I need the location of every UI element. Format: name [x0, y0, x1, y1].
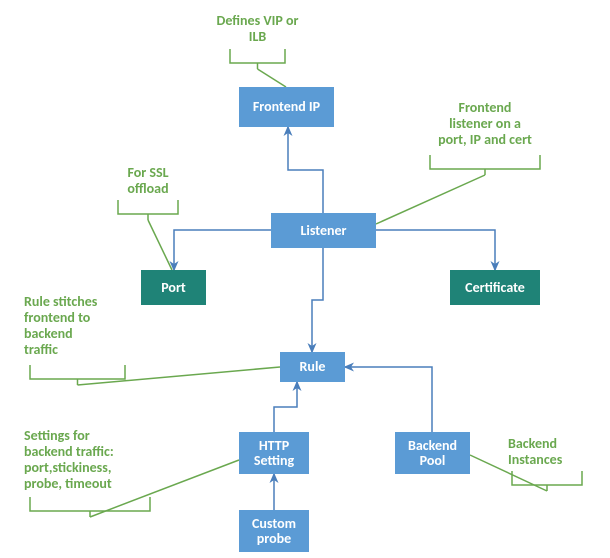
node-backend-pool: Backend Pool [395, 432, 470, 474]
annot-rule: Rule stitches frontend to backend traffi… [24, 294, 134, 358]
annot-text: Frontend listener on a port, IP and cert [438, 99, 532, 148]
edge [376, 230, 495, 270]
annot-port: For SSL offload [108, 165, 188, 197]
bracket-tail [148, 220, 172, 270]
node-port: Port [141, 270, 206, 305]
annot-text: Backend Instances [508, 435, 562, 468]
node-label: Frontend IP [253, 99, 320, 114]
node-custom-probe: Custom probe [239, 510, 309, 552]
edge [345, 367, 432, 432]
node-label: Backend Pool [408, 438, 457, 469]
diagram-stage: Frontend IP Listener Port Certificate Ru… [0, 0, 610, 558]
edge [288, 127, 323, 213]
bracket [118, 200, 178, 220]
bracket [30, 497, 150, 517]
annot-text: For SSL offload [127, 164, 168, 197]
node-rule: Rule [280, 352, 345, 382]
node-label: Listener [300, 223, 346, 238]
node-certificate: Certificate [450, 270, 540, 305]
annot-text: Rule stitches frontend to backend traffi… [24, 293, 97, 358]
bracket [430, 155, 540, 175]
bracket-tail [78, 367, 281, 385]
annot-text: Settings for backend traffic: port,stick… [24, 427, 114, 492]
bracket [30, 365, 125, 385]
annot-frontend-ip: Defines VIP or ILB [195, 13, 320, 45]
edge [312, 248, 323, 352]
bracket-tail [258, 69, 287, 87]
node-http-setting: HTTP Setting [239, 432, 309, 474]
bracket [512, 471, 582, 491]
node-label: Port [161, 280, 186, 295]
annot-backend-pool: Backend Instances [508, 436, 598, 468]
annot-http: Settings for backend traffic: port,stick… [24, 428, 154, 492]
node-label: Certificate [465, 280, 525, 295]
bracket [230, 49, 285, 69]
node-listener: Listener [271, 213, 376, 248]
edge [174, 230, 271, 270]
bracket-tail [376, 175, 485, 224]
annot-listener: Frontend listener on a port, IP and cert [420, 100, 550, 148]
node-label: Rule [300, 359, 326, 374]
edge [274, 382, 297, 432]
annot-text: Defines VIP or ILB [217, 12, 299, 45]
node-label: Custom probe [252, 516, 296, 547]
node-label: HTTP Setting [254, 438, 294, 469]
node-frontend-ip: Frontend IP [239, 87, 334, 127]
